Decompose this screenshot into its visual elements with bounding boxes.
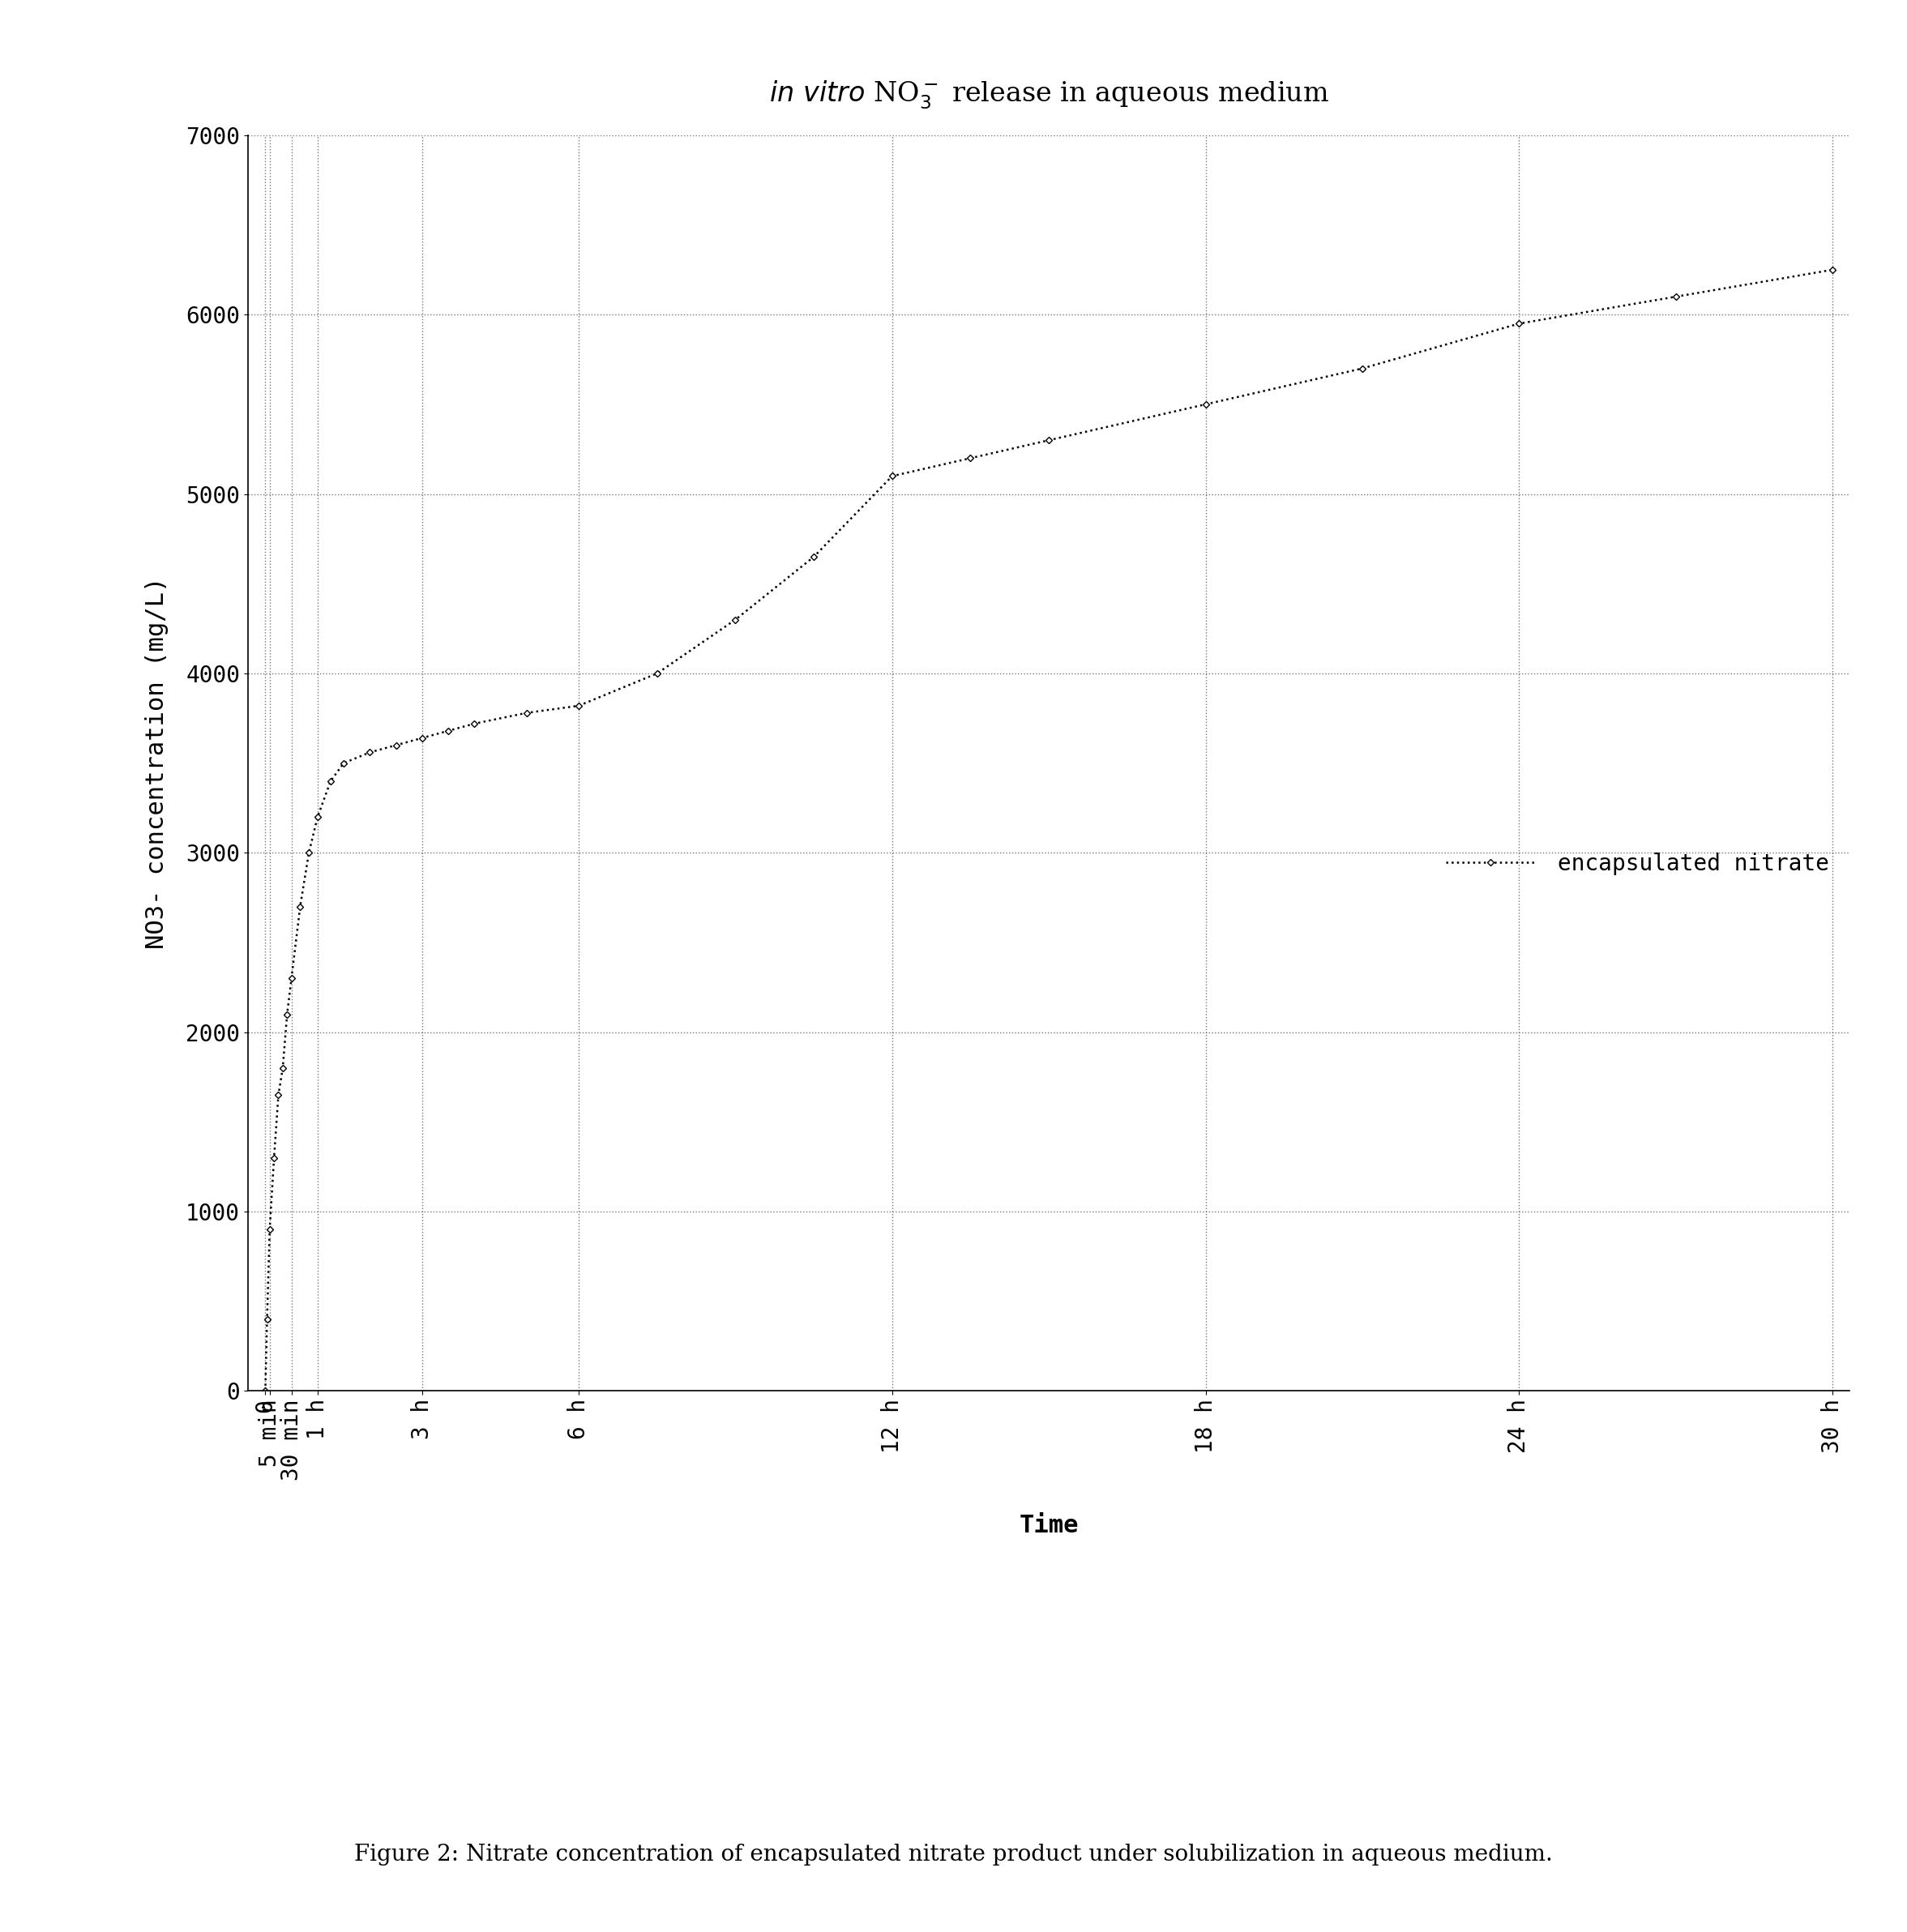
encapsulated nitrate [410,726,433,750]
Title: $\it{in\ vitro}$ NO$_3^-$ release in aqueous medium: $\it{in\ vitro}$ NO$_3^-$ release in aqu… [769,79,1329,110]
encapsulated nitrate [959,446,982,469]
encapsulated nitrate [277,1003,299,1026]
encapsulated nitrate [1508,311,1531,334]
encapsulated nitrate [566,694,589,717]
Legend: encapsulated nitrate: encapsulated nitrate [1436,842,1838,885]
encapsulated nitrate [267,1084,290,1107]
encapsulated nitrate [646,663,669,686]
encapsulated nitrate [280,966,303,989]
encapsulated nitrate [359,740,381,763]
X-axis label: Time: Time [1018,1515,1079,1538]
Line: encapsulated nitrate: encapsulated nitrate [263,267,1835,1393]
encapsulated nitrate [263,1146,286,1169]
encapsulated nitrate [332,752,355,775]
encapsulated nitrate [297,840,320,864]
encapsulated nitrate [725,609,748,632]
encapsulated nitrate [1194,392,1217,415]
encapsulated nitrate [271,1057,294,1080]
encapsulated nitrate [1350,357,1373,381]
encapsulated nitrate [881,464,904,487]
Y-axis label: NO3- concentration (mg/L): NO3- concentration (mg/L) [145,578,170,949]
encapsulated nitrate [437,719,460,742]
encapsulated nitrate [1665,286,1688,309]
encapsulated nitrate [318,769,341,792]
encapsulated nitrate [803,545,826,568]
encapsulated nitrate [385,734,408,757]
encapsulated nitrate [1821,259,1844,282]
encapsulated nitrate [256,1308,278,1331]
encapsulated nitrate [1037,429,1060,452]
encapsulated nitrate [257,1217,280,1240]
encapsulated nitrate [288,895,311,918]
encapsulated nitrate [463,713,486,736]
encapsulated nitrate [307,806,330,829]
encapsulated nitrate [254,1379,277,1403]
encapsulated nitrate [515,701,538,724]
Text: Figure 2: Nitrate concentration of encapsulated nitrate product under solubiliza: Figure 2: Nitrate concentration of encap… [355,1843,1552,1866]
